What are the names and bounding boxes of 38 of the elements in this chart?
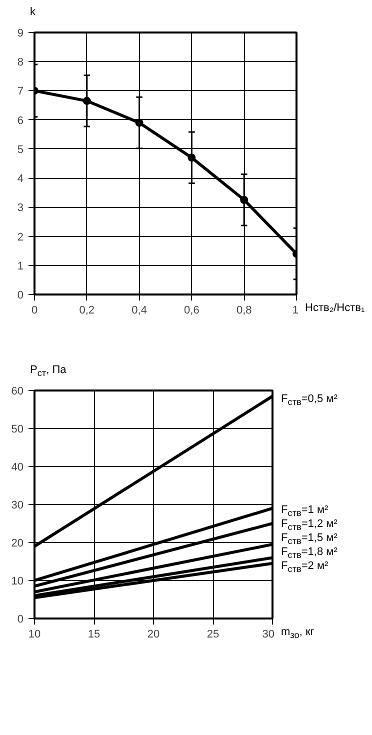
- x-tick-label: 0,2: [79, 304, 95, 316]
- series-label: F$_{ств}$=1,2 м²: [281, 518, 338, 532]
- y-tick-label: 9: [17, 28, 24, 40]
- y-tick-label: 2: [17, 231, 24, 244]
- y-tick-label: 40: [11, 462, 24, 474]
- y-tick-label: 6: [17, 114, 24, 127]
- y-tick-label: 30: [11, 500, 24, 512]
- series-label: F$_{ств}$=1,8 м²: [281, 546, 338, 560]
- y-axis-title: k: [30, 5, 36, 20]
- x-tick-label: 1: [292, 304, 299, 316]
- x-tick-label: 25: [206, 628, 220, 640]
- x-tick-label: 0: [31, 304, 38, 316]
- x-tick-label: 0,6: [184, 304, 200, 316]
- series-label: F$_{ств}$=0,5 м²: [281, 392, 338, 410]
- y-tick-label: 5: [17, 144, 24, 156]
- y-tick-label: 50: [11, 424, 24, 436]
- x-tick-label: 0,8: [236, 304, 252, 316]
- x-tick-label: 20: [147, 628, 160, 640]
- y-tick-label: 8: [17, 56, 24, 69]
- y-tick-label: 20: [11, 538, 24, 550]
- y-tick-label: 0: [17, 614, 24, 626]
- x-tick-label: 15: [88, 628, 100, 640]
- y-tick-label: 60: [11, 386, 24, 398]
- y-tick-label: 0: [17, 290, 24, 302]
- x-axis-title: m$_{зо}$, кг: [281, 625, 314, 642]
- x-tick-label: 30: [262, 628, 275, 640]
- series-label: F$_{ств}$=2 м²: [281, 559, 328, 576]
- y-tick-label: 10: [11, 576, 24, 588]
- y-tick-label: 1: [17, 260, 24, 272]
- series-label: F$_{ств}$=1,5 м²: [281, 532, 338, 546]
- y-axis-title: P$_{ст}$, Па: [30, 363, 66, 380]
- series-label: F$_{ств}$=1 м²: [281, 504, 328, 518]
- x-tick-label: 0,4: [132, 304, 147, 316]
- y-tick-label: 3: [17, 202, 24, 214]
- x-axis-title: Нств₂/Нств₁: [305, 301, 365, 316]
- x-tick-label: 10: [28, 628, 41, 640]
- y-tick-label: 7: [17, 86, 24, 98]
- y-tick-label: 4: [17, 173, 24, 186]
